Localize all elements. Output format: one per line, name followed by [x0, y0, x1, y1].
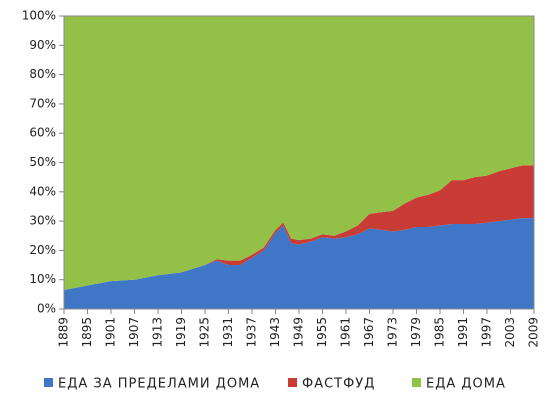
legend-swatch [44, 378, 53, 387]
x-tick-label: 1931 [221, 317, 235, 348]
x-tick-label: 1967 [362, 317, 376, 348]
x-tick-label: 1973 [386, 317, 400, 348]
x-tick-label: 1961 [339, 317, 353, 348]
y-tick-label: 10% [29, 272, 56, 286]
y-tick-label: 20% [29, 243, 56, 257]
y-tick-label: 70% [29, 96, 56, 110]
x-tick-label: 1907 [127, 317, 141, 348]
area [64, 165, 534, 290]
area [64, 218, 534, 309]
area [64, 16, 534, 290]
x-tick-label: 1925 [198, 317, 212, 348]
y-tick-label: 100% [22, 9, 56, 23]
x-tick-label: 2009 [527, 317, 541, 348]
y-tick-label: 50% [29, 155, 56, 169]
y-tick-label: 40% [29, 184, 56, 198]
x-tick-label: 1919 [174, 317, 188, 348]
legend-label: ЕДА ЗА ПРЕДЕЛАМИ ДОМА [58, 377, 260, 392]
y-tick-label: 30% [29, 214, 56, 228]
x-tick-label: 2003 [503, 317, 517, 348]
x-tick-label: 1979 [409, 317, 423, 348]
x-tick-label: 1895 [80, 317, 94, 348]
x-tick-label: 1949 [292, 317, 306, 348]
x-tick-label: 1955 [315, 317, 329, 348]
x-tick-label: 1997 [480, 317, 494, 348]
y-tick-label: 60% [29, 126, 56, 140]
legend-label: ЕДА ДОМА [426, 377, 506, 392]
x-tick-label: 1889 [57, 317, 71, 348]
x-tick-label: 1943 [268, 317, 282, 348]
legend-swatch [412, 378, 421, 387]
y-tick-label: 80% [29, 67, 56, 81]
legend-swatch [288, 378, 297, 387]
y-tick-label: 0% [37, 302, 56, 316]
x-tick-label: 1991 [456, 317, 470, 348]
x-tick-label: 1985 [433, 317, 447, 348]
legend: ЕДА ЗА ПРЕДЕЛАМИ ДОМА ФАСТФУД ЕДА ДОМА [44, 377, 506, 392]
x-tick-label: 1913 [151, 317, 165, 348]
legend-label: ФАСТФУД [302, 377, 375, 392]
x-tick-label: 1937 [245, 317, 259, 348]
x-tick-label: 1901 [104, 317, 118, 348]
y-tick-label: 90% [29, 38, 56, 52]
